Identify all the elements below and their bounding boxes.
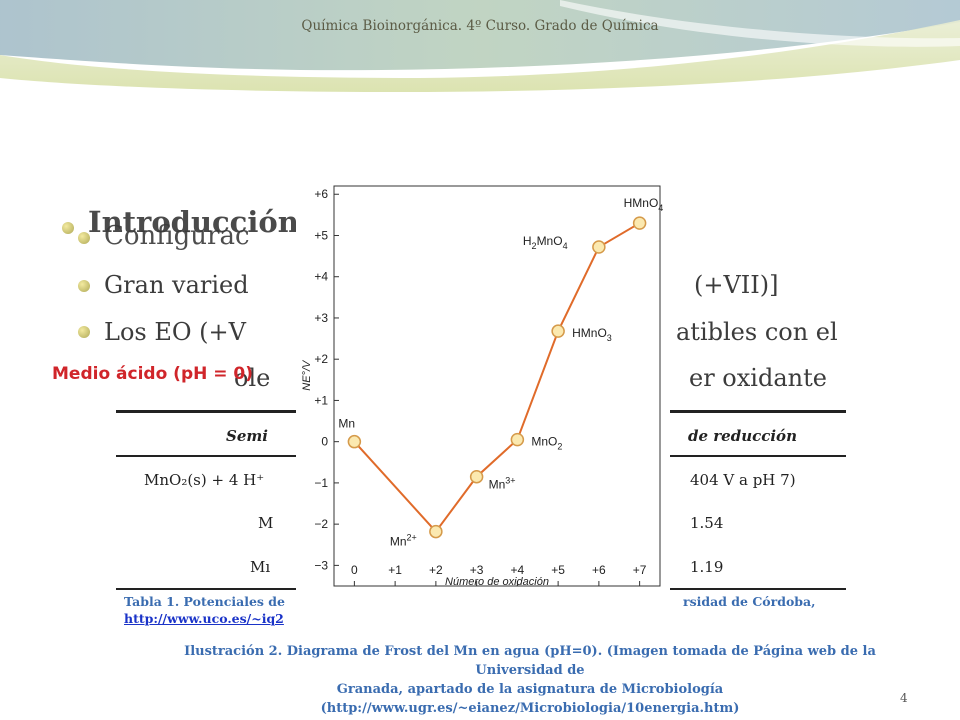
y-tick-label: +6 (314, 187, 328, 201)
bullet-text: Configurac (104, 221, 250, 251)
bullet-text: er oxidante (689, 364, 827, 392)
bullet-text: Gran varied (104, 271, 249, 299)
data-point (632, 216, 647, 230)
data-point (551, 324, 565, 338)
data-point (469, 469, 484, 484)
table-cell: 404 V a pH 7) (690, 471, 796, 489)
y-axis-title: NE°/V (301, 359, 313, 391)
point-label: HMnO4 (624, 196, 664, 213)
page-number: 4 (900, 691, 908, 705)
x-tick-label: +3 (470, 563, 484, 577)
figure-caption-line: Granada, apartado de la asignatura de Mi… (336, 682, 724, 697)
y-tick-label: −2 (314, 517, 328, 531)
header-title: Química Bioinorgánica. 4º Curso. Grado d… (301, 18, 659, 34)
y-tick-label: +4 (314, 270, 328, 284)
bullet-icon (62, 222, 74, 234)
x-tick-label: +7 (633, 563, 647, 577)
table-cell: 1.54 (690, 514, 724, 532)
table-caption-right: rsidad de Córdoba, (683, 594, 816, 609)
y-tick-label: −3 (314, 558, 328, 572)
point-label: HMnO3 (572, 326, 612, 343)
y-tick-label: +5 (314, 228, 328, 242)
x-axis-title: Número de oxidación (445, 576, 549, 588)
y-tick-label: −1 (314, 476, 328, 490)
plot-frame (333, 185, 661, 587)
figure-caption-line: (http://www.ugr.es/~eianez/Microbiologia… (320, 701, 740, 716)
point-label: Mn2+ (390, 533, 417, 549)
table-cell: Mı (250, 558, 271, 576)
x-tick-label: +6 (592, 563, 606, 577)
bullet-icon (78, 232, 90, 244)
x-tick-label: 0 (351, 563, 358, 577)
point-label: H2MnO4 (523, 234, 568, 251)
table-header-left: Semi (226, 427, 268, 445)
bullet-text: ole (234, 364, 271, 392)
slide-heading: Introducción (88, 205, 299, 239)
bullet-icon (78, 326, 90, 338)
point-label: Mn (338, 417, 355, 431)
table-header-right: de reducción (688, 427, 797, 445)
data-point (592, 240, 606, 254)
y-tick-label: 0 (321, 435, 328, 449)
data-point (510, 432, 525, 447)
table-cell: M (258, 514, 274, 532)
x-tick-label: +2 (429, 563, 443, 577)
header-banner (0, 0, 960, 95)
point-label: Mn3+ (489, 476, 516, 492)
y-tick-label: +3 (314, 311, 328, 325)
bullet-text: Los EO (+V (104, 318, 246, 346)
x-tick-label: +4 (511, 563, 525, 577)
x-tick-label: +1 (388, 563, 402, 577)
y-tick-label: +1 (314, 393, 328, 407)
data-point (429, 524, 443, 539)
data-point (347, 434, 362, 449)
figure-caption-line: Ilustración 2. Diagrama de Frost del Mn … (184, 644, 876, 678)
point-label: MnO2 (531, 435, 562, 452)
frost-diagram: +6 +5 +4 +3 +2 +1 0 −1 −2 −3 0 +1 +2 +3 +4 +5 +6 +7 Número… (296, 176, 670, 600)
x-tick-label: +5 (551, 563, 565, 577)
table-cell: MnO₂(s) + 4 H⁺ (144, 471, 265, 489)
bullet-icon (78, 280, 90, 292)
table-cell: 1.19 (690, 558, 724, 576)
bullet-text: atibles con el (676, 318, 838, 346)
bullet-text: (+VII)] (694, 271, 779, 299)
table-caption-left: Tabla 1. Potenciales de (124, 594, 286, 609)
medium-label: Medio ácido (pH = 0) (52, 364, 254, 384)
figure-caption: Ilustración 2. Diagrama de Frost del Mn … (150, 642, 910, 718)
table-caption-link[interactable]: http://www.uco.es/~iq2 (124, 611, 284, 626)
frost-chart: +6 +5 +4 +3 +2 +1 0 −1 −2 −3 0 +1 +2 +3 +4 +5 +6 +7 Número… (301, 185, 664, 588)
y-tick-label: +2 (314, 352, 328, 366)
